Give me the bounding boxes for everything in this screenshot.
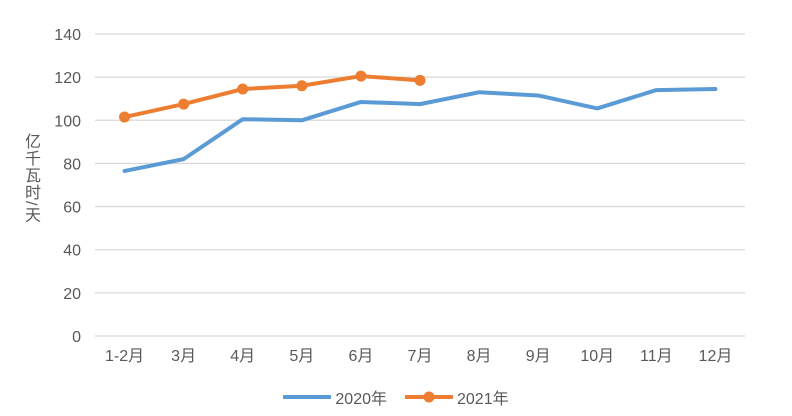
data-point-2021年-7月[interactable] <box>414 74 426 86</box>
x-tick-label-1-2月: 1-2月 <box>105 348 144 365</box>
legend-item-2021[interactable]: 2021年 <box>405 385 509 409</box>
x-tick-label-9月: 9月 <box>526 348 551 365</box>
x-tick-label-3月: 3月 <box>171 348 196 365</box>
x-tick-label-4月: 4月 <box>230 348 255 365</box>
chart-legend: 2020年 2021年 <box>0 385 792 409</box>
y-tick-label: 120 <box>54 70 81 87</box>
data-point-2021年-6月[interactable] <box>355 70 367 82</box>
data-point-2021年-5月[interactable] <box>296 80 308 92</box>
data-point-2021年-3月[interactable] <box>178 98 190 110</box>
y-tick-label: 40 <box>63 243 81 260</box>
x-tick-label-12月: 12月 <box>699 348 733 365</box>
legend-line-swatch-2020 <box>283 395 332 399</box>
chart-plot-area: 0 20 40 60 80 100 120 140 1-2月 3月 4月 5月 6月 7月 8月 9月 10月 1… <box>54 27 745 365</box>
legend-label-2020: 2020年 <box>335 391 387 408</box>
series-line-2021年[interactable] <box>122 74 422 120</box>
y-tick-label: 100 <box>54 113 81 130</box>
x-tick-label-8月: 8月 <box>467 348 492 365</box>
data-point-2021年-1-2月[interactable] <box>119 111 131 123</box>
data-point-2021年-4月[interactable] <box>237 83 249 95</box>
y-tick-label: 80 <box>63 156 81 173</box>
y-axis-title: 亿千瓦时/天 <box>22 133 39 224</box>
x-tick-label-7月: 7月 <box>408 348 433 365</box>
series-line-2020年[interactable] <box>122 87 718 173</box>
legend-line-swatch-2021 <box>405 391 453 403</box>
x-tick-label-11月: 11月 <box>640 348 673 365</box>
x-tick-label-6月: 6月 <box>348 348 373 365</box>
y-tick-label: 20 <box>63 286 81 303</box>
y-tick-label: 60 <box>63 200 81 217</box>
legend-item-2020[interactable]: 2020年 <box>283 385 387 409</box>
y-tick-label: 0 <box>72 329 81 346</box>
y-tick-label: 140 <box>54 27 81 44</box>
legend-label-2021: 2021年 <box>457 391 509 408</box>
x-tick-label-10月: 10月 <box>580 348 614 365</box>
x-tick-label-5月: 5月 <box>289 348 314 365</box>
